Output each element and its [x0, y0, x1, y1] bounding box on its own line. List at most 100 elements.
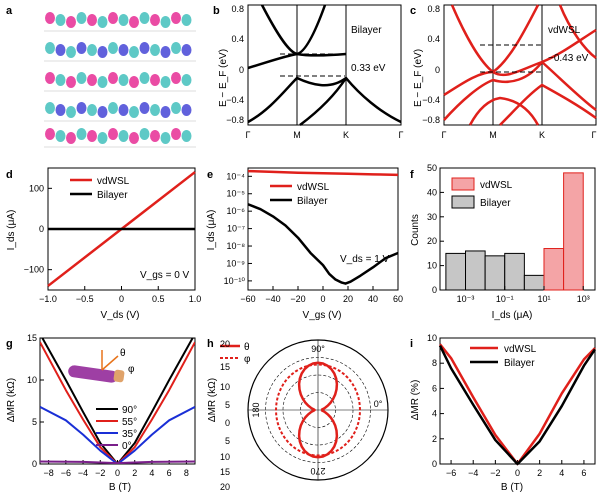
panel-g-label: g	[6, 338, 13, 350]
crystal-atom	[97, 76, 108, 88]
panel-i-xtick: 0	[515, 468, 520, 478]
crystal-atom	[45, 102, 55, 114]
panel-f-legend-swatch	[451, 177, 475, 191]
panel-b-ylabel: E − E_F (eV)	[218, 49, 229, 107]
crystal-atom	[181, 44, 192, 56]
panel-g-xtick: 8	[184, 468, 189, 478]
crystal-atom	[108, 102, 118, 114]
panel-h-ylabel: ΔMR (kΩ)	[207, 378, 218, 422]
crystal-atom	[108, 128, 118, 140]
panel-h-rtick: 5	[225, 436, 230, 446]
panel-g-legend-90: 90°	[122, 405, 137, 416]
panel-e-ytick: 10⁻¹⁰	[224, 276, 246, 286]
panel-e-xlabel: V_gs (V)	[303, 310, 342, 321]
panel-f-bar-Bilayer	[504, 252, 525, 291]
panel-d-ytick: 100	[29, 183, 44, 193]
panel-i-series-Bilayer	[438, 345, 597, 466]
panel-e-legend-vdwsl: vdWSL	[297, 182, 330, 193]
crystal-atom	[97, 132, 108, 144]
crystal-atom	[160, 132, 171, 144]
crystal-atom	[118, 44, 129, 56]
inset-axis-arrow	[101, 355, 119, 371]
panel-c-ylabel: E − E_F (eV)	[413, 49, 424, 107]
panel-g-xtick: −6	[61, 468, 71, 478]
crystal-atom	[66, 46, 76, 58]
panel-d-legend-vdwsl: vdWSL	[97, 176, 130, 187]
panel-i-ytick: 4	[432, 409, 437, 419]
panel-e-ytick: 10⁻⁸	[226, 241, 245, 251]
panel-f-ytick: 40	[427, 187, 437, 197]
panel-f-xtick: 10¹	[537, 294, 550, 304]
crystal-atom	[160, 46, 171, 58]
panel-f-ytick: 30	[427, 212, 437, 222]
panel-g-legend-0: 0°	[122, 441, 132, 452]
panel-h-rtick: 5	[225, 400, 230, 410]
crystal-atom	[66, 76, 76, 88]
panel-i-ytick: 10	[427, 333, 437, 343]
crystal-atom	[45, 12, 55, 24]
crystal-atom	[181, 74, 192, 86]
crystal-atom	[118, 74, 129, 86]
crystal-atom	[55, 130, 66, 142]
crystal-atom	[45, 72, 55, 84]
panel-d-ylabel: I_ds (μA)	[6, 210, 17, 251]
panel-h-angle-label: 270	[310, 466, 325, 476]
panel-g-xlabel: B (T)	[109, 482, 131, 493]
crystal-atom	[181, 130, 192, 142]
panel-b-xtick: M	[293, 130, 301, 140]
crystal-atom	[118, 104, 129, 116]
panel-d-label: d	[6, 169, 13, 181]
panel-i-ylabel: ΔMR (%)	[410, 380, 421, 421]
crystal-atom	[55, 104, 66, 116]
panel-c-xtick: Γ	[592, 130, 597, 140]
crystal-atom	[97, 16, 108, 28]
panel-e-series-vdWSL	[247, 169, 399, 177]
panel-b-xtick: Γ	[246, 130, 251, 140]
panel-f-xlabel: I_ds (μA)	[492, 310, 533, 321]
panel-g-legend-55: 55°	[122, 417, 137, 428]
panel-i-xtick: 4	[559, 468, 564, 478]
crystal-atom	[108, 42, 118, 54]
crystal-atom	[171, 102, 181, 114]
panel-i-legend-vdwsl: vdWSL	[504, 344, 537, 355]
crystal-atom	[55, 14, 66, 26]
panel-c-frame	[443, 4, 597, 126]
crystal-atom	[150, 44, 160, 56]
panel-h-legend-phi: φ	[244, 354, 251, 365]
crystal-atom	[97, 106, 108, 118]
panel-f: f Counts I_ds (μA) 10⁻³ 10⁻¹ 10¹ 10³ 0 10 20 30…	[410, 163, 596, 321]
panel-e-label: e	[207, 169, 213, 181]
panel-f-xtick: 10⁻¹	[496, 294, 514, 304]
panel-g-xtick: −8	[43, 468, 53, 478]
crystal-atom	[129, 132, 139, 144]
panel-e-ytick: 10⁻⁵	[227, 189, 246, 199]
crystal-atom	[118, 14, 129, 26]
panel-b-xtick: K	[343, 130, 349, 140]
panel-h-label: h	[207, 338, 214, 350]
inset-theta-label: θ	[120, 348, 126, 359]
panel-i-xtick: −6	[446, 468, 456, 478]
crystal-atom	[87, 74, 97, 86]
panel-d-annotation: V_gs = 0 V	[140, 270, 190, 281]
panel-f-bar-Bilayer	[445, 252, 467, 291]
panel-b-ytick: 0.8	[231, 4, 244, 14]
panel-e-xtick: −60	[240, 294, 255, 304]
panel-i-xlabel: B (T)	[501, 482, 523, 493]
panel-e-xtick: −40	[265, 294, 280, 304]
panel-i-xtick: −4	[468, 468, 478, 478]
panel-c-xtick: M	[489, 130, 497, 140]
crystal-atom	[55, 44, 66, 56]
panel-i-ytick: 0	[432, 459, 437, 469]
panel-e-xtick: 0	[320, 294, 325, 304]
panel-f-legend-bilayer: Bilayer	[480, 198, 511, 209]
panel-c-title: vdWSL	[548, 25, 581, 36]
panel-c-label: c	[410, 5, 416, 17]
nanoribbon-end-icon	[113, 369, 125, 383]
panel-e-xtick: −20	[290, 294, 305, 304]
crystal-atom	[150, 130, 160, 142]
panel-c: c E − E_F (eV) 0.8 0.4 0 −0.4 −0.8 vdWSL…	[410, 4, 597, 140]
crystal-atom	[45, 42, 55, 54]
crystal-atom	[129, 106, 139, 118]
